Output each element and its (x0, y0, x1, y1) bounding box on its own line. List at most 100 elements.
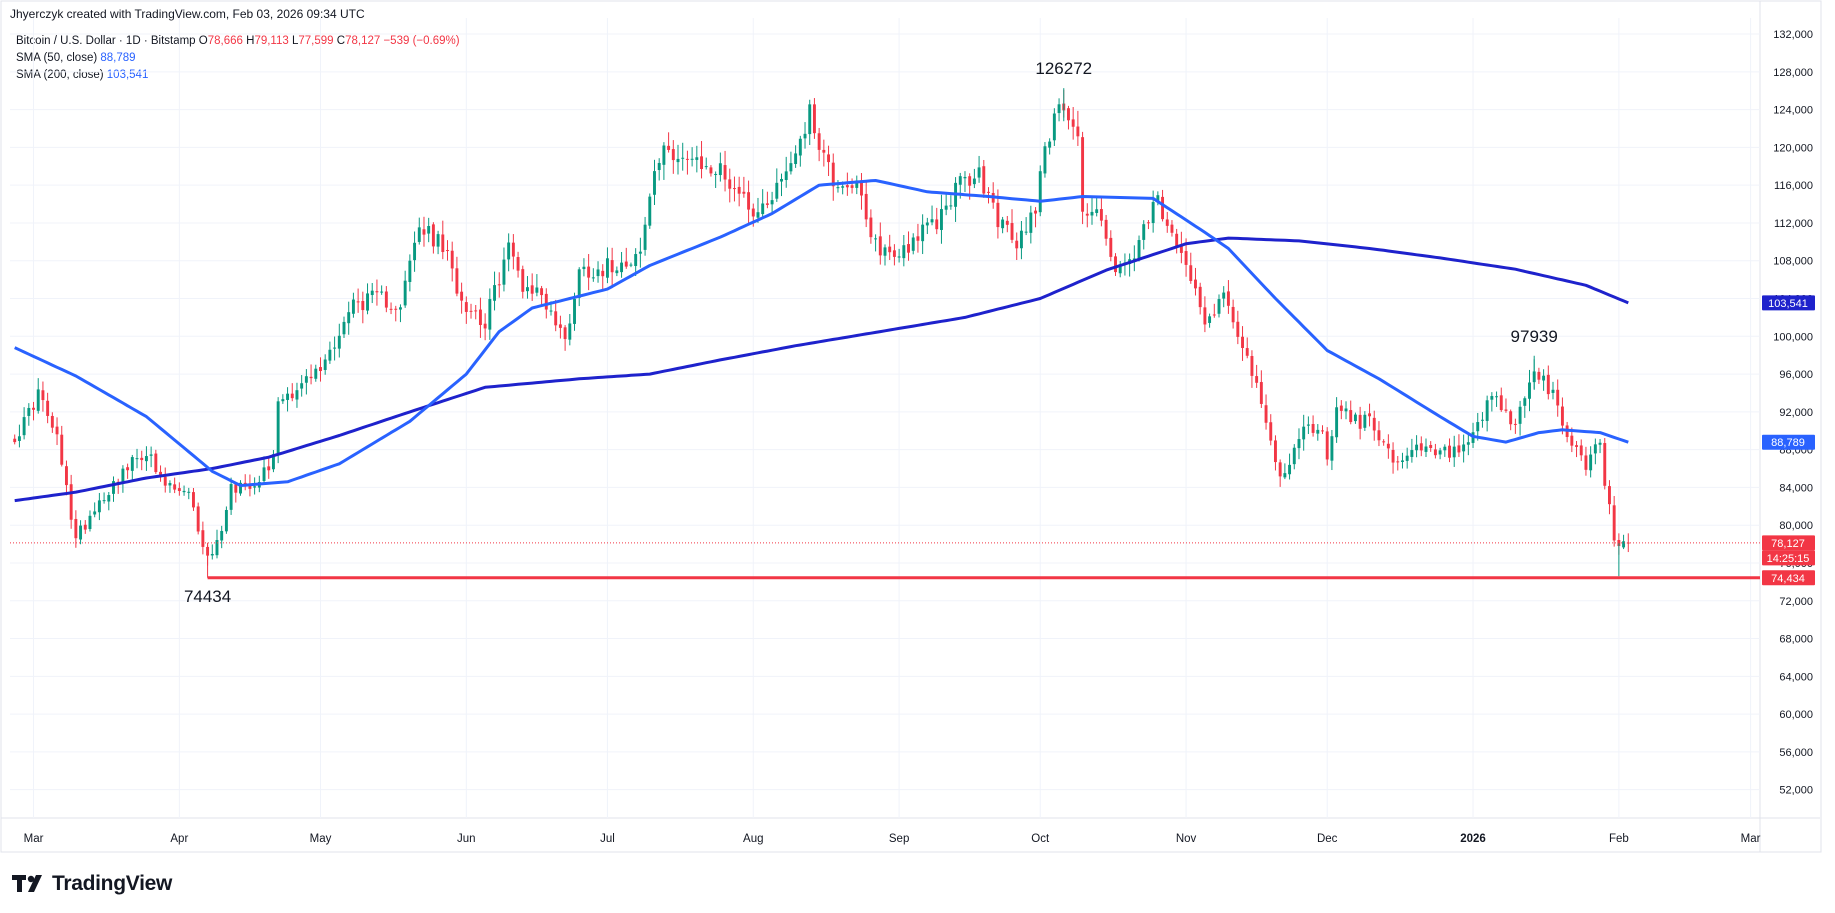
candle-body (662, 145, 666, 165)
candle-body (1076, 126, 1080, 137)
candle-body (1109, 237, 1113, 257)
candle-body (1429, 444, 1433, 449)
candle-body (93, 511, 97, 515)
candle-body (27, 407, 31, 416)
candle-body (380, 291, 384, 293)
candle-body (1297, 439, 1301, 449)
candle-body (1090, 211, 1094, 216)
x-tick-label: Aug (743, 833, 763, 845)
candle-body (314, 368, 318, 379)
candle-body (601, 270, 605, 277)
candle-body (742, 191, 746, 194)
candle-body (681, 157, 685, 159)
candle-body (1015, 240, 1019, 249)
candle-body (615, 270, 619, 274)
candle-body (1052, 113, 1056, 141)
candle-body (450, 250, 454, 269)
candle-body (366, 293, 369, 311)
candle-body (1137, 240, 1141, 260)
x-tick-label: Apr (170, 833, 188, 845)
candle-body (1175, 233, 1179, 248)
sma50-legend[interactable]: SMA (50, close) 88,789 (16, 52, 136, 64)
candle-body (1603, 443, 1607, 486)
candle-body (827, 154, 831, 163)
candle-body (718, 163, 722, 176)
candle-body (765, 203, 769, 205)
candle-body (1095, 209, 1099, 213)
candle-body (987, 191, 990, 193)
open-label: O (198, 35, 208, 47)
tradingview-brand[interactable]: TradingView (12, 872, 172, 896)
candle-body (398, 307, 402, 310)
candle-body (714, 173, 718, 175)
candle-body (629, 264, 633, 266)
candle-body (1081, 137, 1085, 212)
candle-body (370, 290, 374, 296)
candle-body (1231, 306, 1235, 323)
candle-body (1622, 541, 1626, 548)
candle-body (1161, 196, 1165, 220)
candle-body (968, 176, 972, 186)
candle-body (507, 242, 511, 260)
candle-body (925, 222, 929, 226)
candle-body (1438, 450, 1442, 455)
candle-body (911, 237, 915, 251)
candle-body (262, 467, 266, 481)
price-axis-label-bg (1762, 570, 1815, 586)
y-tick-label: 60,000 (1779, 709, 1813, 721)
candle-body (1335, 407, 1339, 438)
candle-body (780, 178, 783, 182)
candle-body (281, 399, 285, 402)
candle-body (446, 250, 449, 252)
candle-body (1179, 245, 1183, 253)
candle-body (488, 299, 492, 330)
candle-body (74, 518, 78, 539)
candle-body (1001, 219, 1005, 229)
symbol-name[interactable]: Bitcoin / U.S. Dollar · 1D · Bitstamp (16, 35, 196, 47)
candle-body (977, 167, 981, 178)
close-label: C (336, 35, 346, 47)
candle-body (1194, 279, 1197, 289)
y-tick-label: 124,000 (1773, 105, 1813, 117)
candle-body (168, 483, 172, 486)
candle-body (173, 484, 177, 490)
price-axis-label-bg (1762, 434, 1815, 450)
candle-body (1504, 409, 1508, 411)
candle-body (389, 308, 393, 310)
y-tick-label: 128,000 (1773, 67, 1813, 79)
candle-body (60, 434, 64, 465)
candle-body (756, 212, 760, 218)
candle-body (337, 335, 341, 349)
candle-body (808, 104, 812, 135)
candle-body (690, 158, 694, 160)
x-tick-label: Mar (24, 833, 44, 845)
y-tick-label: 96,000 (1779, 369, 1813, 381)
candle-body (982, 166, 986, 194)
candle-body (1034, 210, 1037, 214)
candle-body (1518, 406, 1522, 424)
candle-body (874, 238, 878, 240)
candle-body (239, 482, 242, 494)
candle-body (1118, 264, 1122, 274)
candle-body (540, 288, 544, 296)
candle-body (1368, 413, 1372, 417)
candle-body (653, 171, 656, 195)
candle-body (1259, 382, 1263, 404)
candle-body (431, 224, 435, 247)
close-value: 78,127 (345, 35, 381, 47)
candle-body (1579, 445, 1583, 456)
candle-body (112, 481, 115, 494)
price-axis-label: 103,541 (1768, 298, 1808, 310)
low-value: 77,599 (298, 35, 334, 47)
candle-body (1386, 443, 1390, 449)
candle-body (79, 525, 83, 540)
candle-body (1048, 141, 1052, 148)
candle-body (751, 208, 755, 217)
candle-body (511, 242, 515, 257)
x-tick-label: Sep (889, 833, 909, 845)
candle-body (135, 458, 139, 460)
candle-body (1575, 445, 1578, 447)
candle-body (159, 471, 162, 477)
